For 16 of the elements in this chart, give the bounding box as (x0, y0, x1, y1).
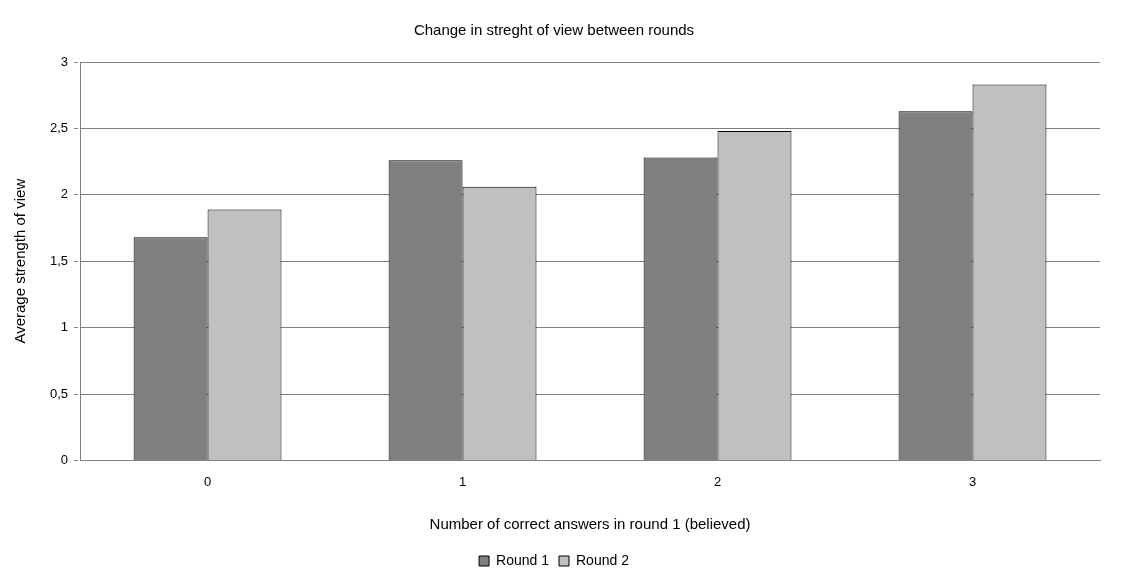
y-tick-label: 0,5 (49, 385, 69, 401)
y-tick-label: 1 (60, 319, 69, 335)
y-tick-label: 2 (60, 186, 69, 202)
x-tick-label: 2 (713, 473, 722, 489)
legend-label: Round 1 (496, 551, 550, 568)
x-tick-label: 3 (968, 473, 977, 489)
x-axis-title: Number of correct answers in round 1 (believed) (429, 515, 751, 533)
legend-label: Round 2 (576, 551, 630, 568)
chart-title: Change in streght of view between rounds (413, 21, 695, 39)
y-tick-label: 0 (60, 451, 69, 467)
y-tick-label: 3 (60, 53, 69, 69)
x-tick-label: 0 (203, 473, 212, 489)
y-tick-label: 2,5 (49, 119, 69, 135)
y-axis-title: Average strength of view (11, 178, 29, 344)
x-tick-label: 1 (458, 473, 467, 489)
y-tick-label: 1,5 (49, 252, 69, 268)
